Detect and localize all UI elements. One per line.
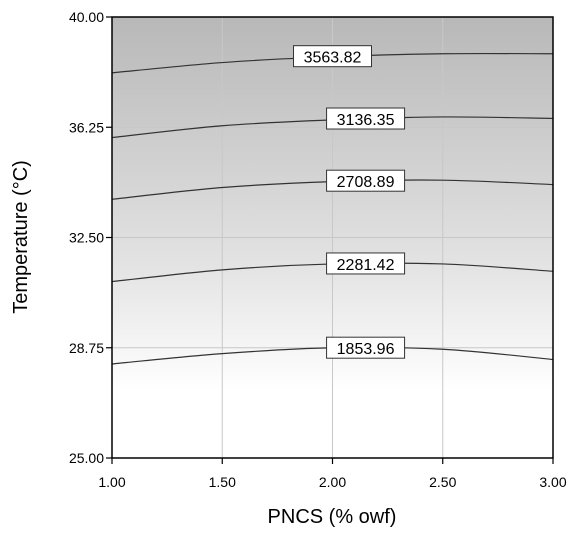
y-axis-title: Temperature (°C) — [10, 160, 32, 314]
y-tick-label: 28.75 — [69, 340, 104, 356]
axis-ticks: 1.00 1.50 2.00 2.50 3.00 25.00 28.75 32.50 36.25… — [69, 9, 567, 490]
x-tick-label: 2.00 — [319, 474, 346, 490]
x-tick-label: 1.50 — [209, 474, 236, 490]
contour-label-box — [326, 336, 406, 359]
contour-label-box — [326, 169, 406, 192]
y-tick-label: 32.50 — [69, 230, 104, 246]
x-axis-title: PNCS (% owf) — [268, 506, 397, 528]
contour-label: 2708.89 — [337, 174, 395, 191]
contour-label-box — [293, 45, 372, 68]
x-tick-label: 2.50 — [429, 474, 456, 490]
x-tick-label: 3.00 — [539, 474, 566, 490]
contour-label-box — [326, 107, 406, 130]
contour-label: 2281.42 — [337, 257, 395, 274]
contour-label: 3563.82 — [304, 50, 362, 67]
contour-label: 3136.35 — [337, 112, 395, 129]
contour-label: 1853.96 — [337, 341, 395, 358]
x-tick-label: 1.00 — [98, 474, 125, 490]
y-tick-label: 36.25 — [69, 119, 104, 135]
contour-label-box — [326, 252, 406, 275]
y-tick-label: 25.00 — [69, 450, 104, 466]
y-tick-label: 40.00 — [69, 9, 104, 25]
contour-labels: 1853.96 2281.42 2708.89 3136.35 3563.82 — [293, 45, 406, 359]
